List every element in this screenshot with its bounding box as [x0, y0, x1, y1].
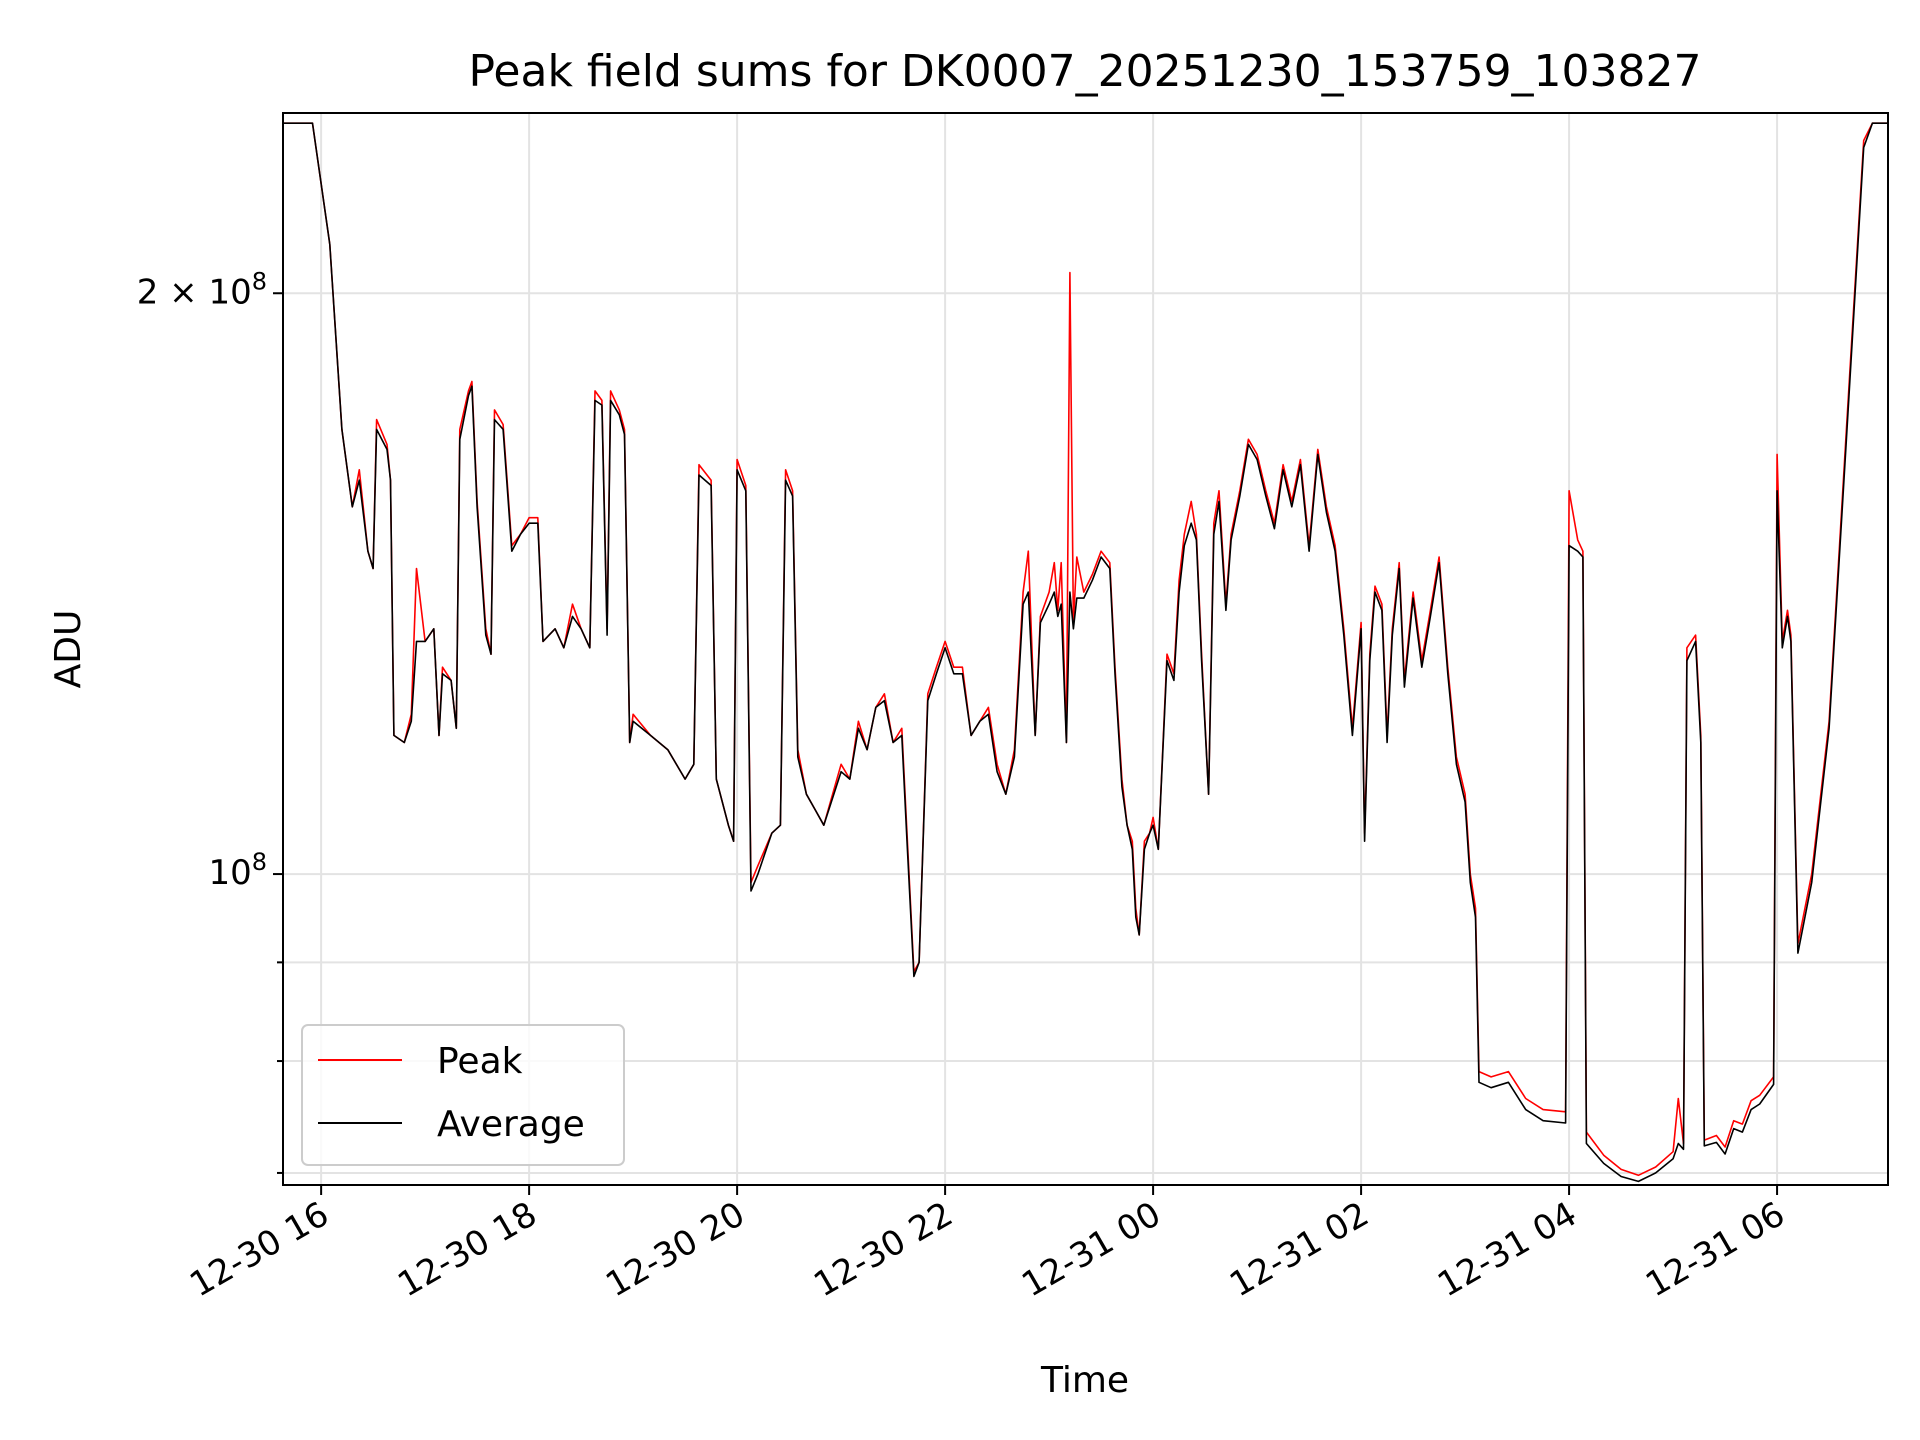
x-axis-label: Time	[1040, 1360, 1129, 1401]
legend-label-average: Average	[437, 1104, 585, 1145]
y-tick-label: 2 × 108	[137, 267, 267, 312]
plot-frame	[282, 112, 1889, 1186]
legend: Peak Average	[301, 1024, 625, 1166]
grid-lines	[283, 113, 1888, 1185]
y-tick-label: 108	[208, 848, 267, 893]
y-axis-ticks: 108 2 × 108	[137, 267, 283, 1174]
series-lines	[283, 122, 1888, 1183]
y-axis-label: ADU	[48, 610, 89, 689]
chart-title: Peak field sums for DK0007_20251230_1537…	[468, 46, 1701, 97]
legend-label-peak: Peak	[437, 1041, 523, 1082]
series-line-average	[283, 122, 1888, 1183]
